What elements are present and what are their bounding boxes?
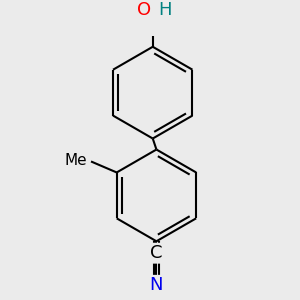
Text: H: H <box>158 1 172 19</box>
Text: N: N <box>150 276 163 294</box>
Text: Me: Me <box>65 153 87 168</box>
Text: C: C <box>150 244 163 262</box>
Text: O: O <box>137 1 151 19</box>
